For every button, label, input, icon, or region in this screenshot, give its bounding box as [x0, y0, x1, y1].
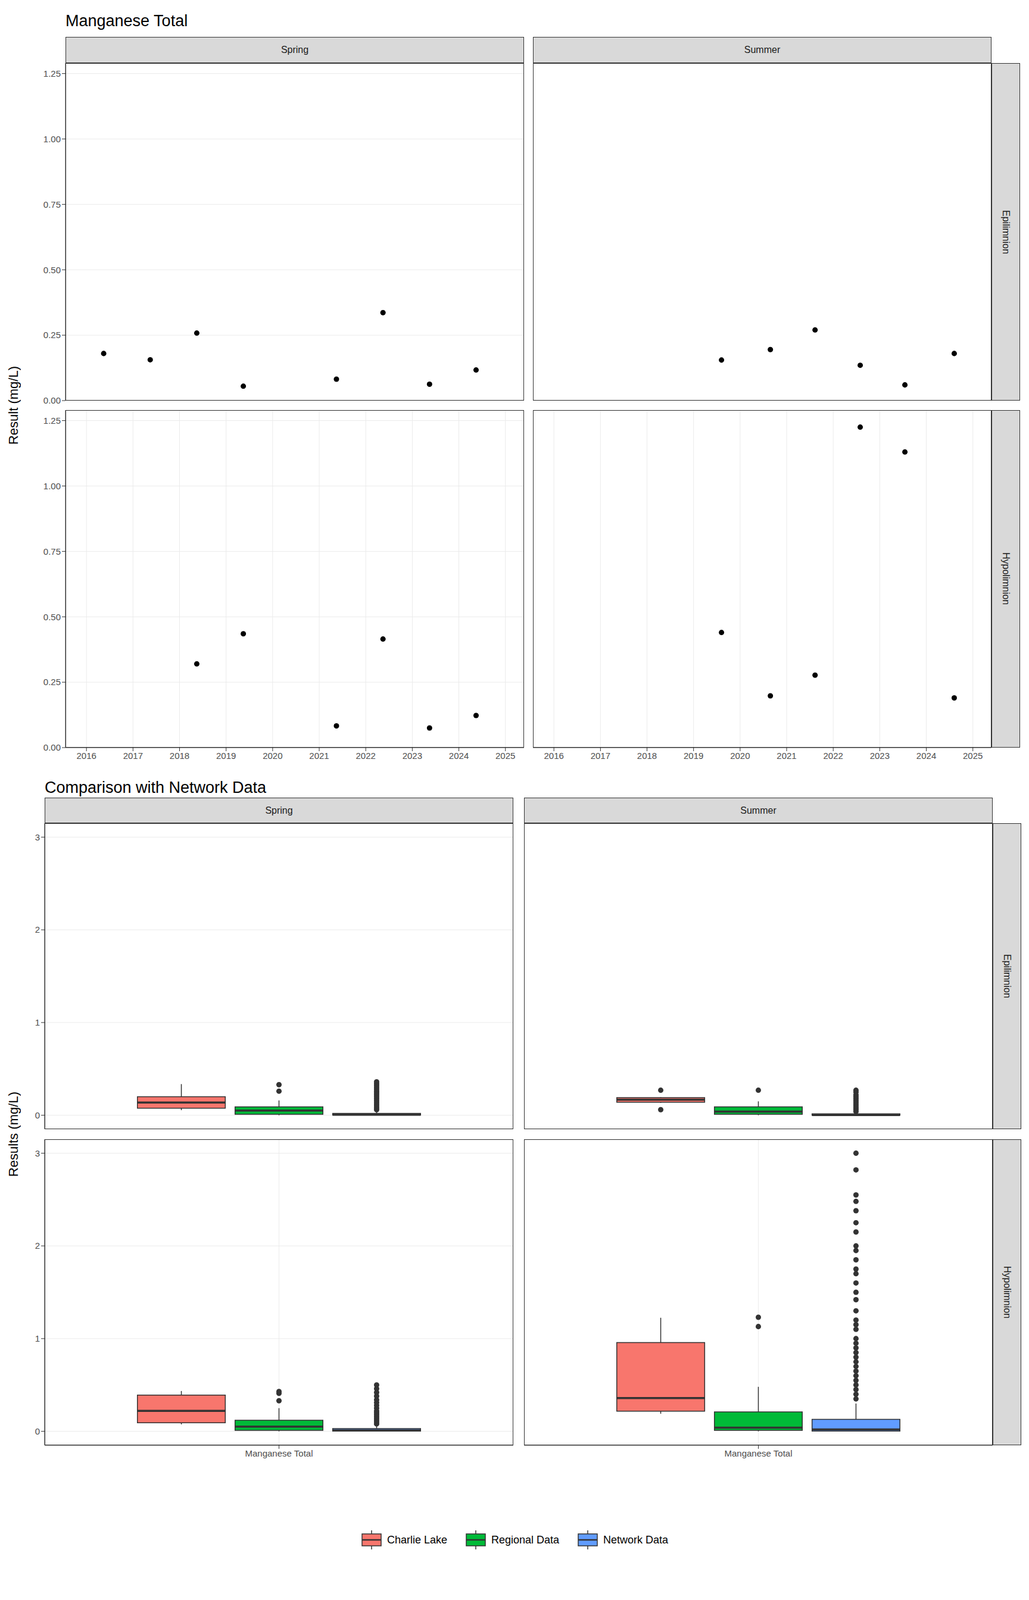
svg-text:2020: 2020: [730, 750, 750, 762]
html-text:Regional Data: Regional Data: [491, 1534, 560, 1547]
svg-text:Manganese Total: Manganese Total: [245, 1448, 314, 1459]
html-text:Hypolimnion: Hypolimnion: [1002, 1266, 1013, 1320]
html-text:Comparison with Network Data: Comparison with Network Data: [44, 778, 267, 797]
svg-text:2025: 2025: [962, 750, 983, 762]
html-text:Results (mg/L): Results (mg/L): [5, 1092, 21, 1178]
svg-text:1: 1: [35, 1017, 40, 1028]
svg-text:0: 0: [35, 1426, 40, 1437]
svg-text:1.00: 1.00: [43, 481, 61, 492]
svg-text:0.50: 0.50: [43, 612, 61, 623]
svg-text:0.75: 0.75: [43, 199, 61, 210]
html-text:Spring: Spring: [281, 44, 309, 55]
svg-text:2019: 2019: [683, 750, 704, 762]
html-text:Result (mg/L): Result (mg/L): [5, 366, 21, 445]
svg-text:2024: 2024: [916, 750, 937, 762]
svg-text:3: 3: [35, 1148, 40, 1159]
svg-text:0.00: 0.00: [43, 395, 61, 406]
svg-text:2016: 2016: [76, 750, 96, 762]
svg-text:2017: 2017: [123, 750, 143, 762]
svg-text:0.25: 0.25: [43, 677, 61, 688]
svg-text:2023: 2023: [402, 750, 423, 762]
svg-text:2023: 2023: [870, 750, 890, 762]
html-text:Summer: Summer: [740, 805, 777, 816]
svg-text:1.00: 1.00: [43, 133, 61, 145]
svg-text:2: 2: [35, 924, 40, 935]
svg-text:0.50: 0.50: [43, 264, 61, 276]
svg-text:2021: 2021: [309, 750, 329, 762]
html-text:Epilimnion: Epilimnion: [1002, 954, 1013, 999]
svg-text:2016: 2016: [543, 750, 564, 762]
html-text:Manganese Total: Manganese Total: [65, 11, 188, 30]
svg-text:1.25: 1.25: [43, 68, 61, 79]
svg-text:0: 0: [35, 1110, 40, 1121]
svg-text:2024: 2024: [448, 750, 469, 762]
svg-text:2018: 2018: [637, 750, 657, 762]
svg-text:2020: 2020: [262, 750, 283, 762]
html-text:Epilimnion: Epilimnion: [1001, 209, 1012, 254]
html-text:Spring: Spring: [265, 805, 293, 816]
svg-text:2022: 2022: [356, 750, 376, 762]
html-text:Charlie Lake: Charlie Lake: [387, 1534, 448, 1547]
svg-text:2022: 2022: [823, 750, 844, 762]
svg-text:2017: 2017: [590, 750, 611, 762]
html-text:Hypolimnion: Hypolimnion: [1001, 552, 1012, 606]
svg-text:2: 2: [35, 1240, 40, 1252]
svg-text:0.25: 0.25: [43, 329, 61, 341]
svg-text:0.75: 0.75: [43, 546, 61, 557]
html-text:Network Data: Network Data: [603, 1534, 669, 1547]
svg-text:Manganese Total: Manganese Total: [724, 1448, 793, 1459]
svg-text:0.00: 0.00: [43, 742, 61, 753]
svg-text:1: 1: [35, 1333, 40, 1345]
html-text:Summer: Summer: [744, 44, 781, 55]
svg-text:3: 3: [35, 832, 40, 843]
svg-text:2021: 2021: [776, 750, 797, 762]
svg-text:2019: 2019: [216, 750, 236, 762]
svg-text:1.25: 1.25: [43, 415, 61, 426]
svg-text:2018: 2018: [169, 750, 190, 762]
svg-text:2025: 2025: [495, 750, 516, 762]
